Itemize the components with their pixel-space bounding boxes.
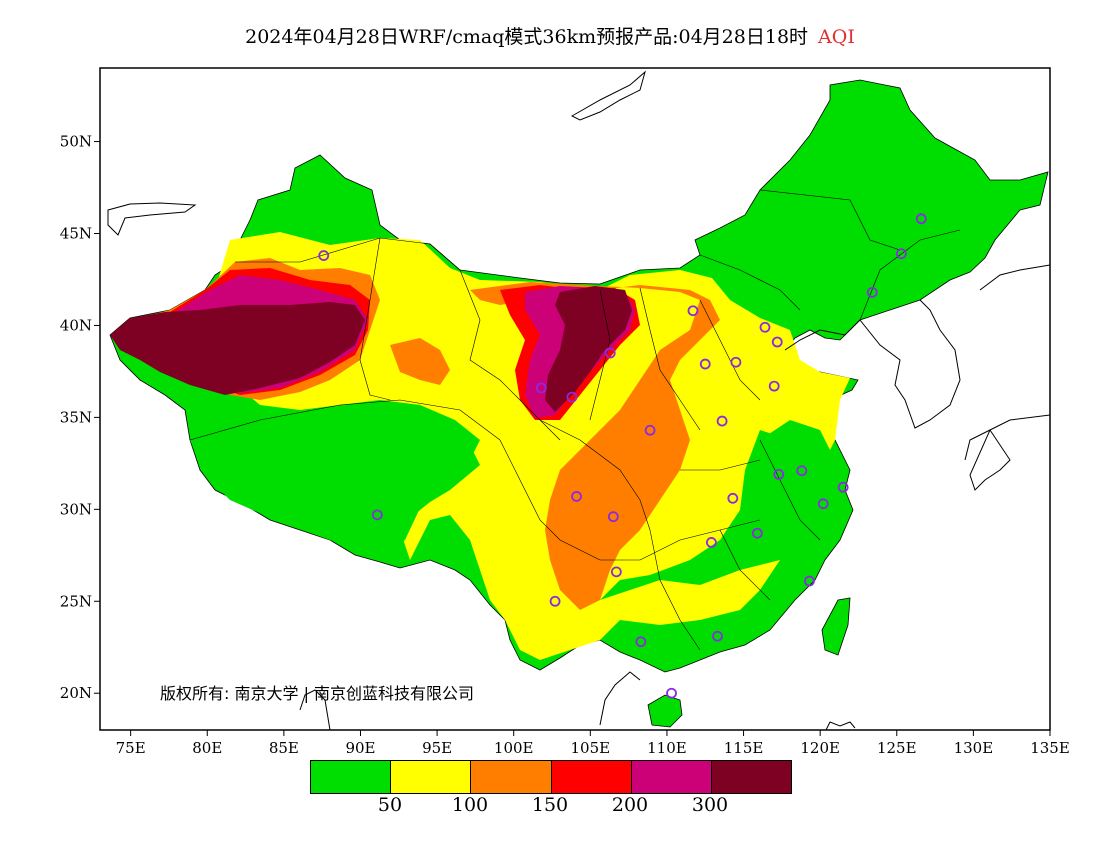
region-unhealthy-sensitive-qinghai <box>390 338 450 385</box>
station-marker <box>687 305 699 317</box>
legend-label: 200 <box>611 794 649 816</box>
station-marker <box>566 391 578 403</box>
legend-swatch <box>630 761 711 793</box>
legend-label: 150 <box>531 794 569 816</box>
lon-tick-label: 75E <box>116 739 146 757</box>
lon-tick-label: 105E <box>571 739 611 757</box>
station-marker <box>604 347 616 359</box>
lon-tick-label: 80E <box>192 739 222 757</box>
region-hazardous-alashan <box>545 286 632 412</box>
legend-swatch <box>710 761 792 793</box>
lat-tick-label: 20N <box>60 684 92 702</box>
station-marker <box>549 595 561 607</box>
station-marker <box>759 321 771 333</box>
legend-label: 100 <box>451 794 489 816</box>
station-marker <box>804 575 815 587</box>
station-marker <box>371 509 383 521</box>
station-marker <box>768 380 780 392</box>
station-markers <box>318 213 927 699</box>
legend-labels: 50 100 150 200 300 <box>310 794 790 818</box>
legend-label: 300 <box>691 794 729 816</box>
station-marker <box>716 415 728 427</box>
station-marker <box>837 481 849 493</box>
station-marker <box>773 468 785 480</box>
hainan-island <box>647 694 683 728</box>
lon-tick-label: 90E <box>345 739 375 757</box>
region-unhealthy-sensitive-central <box>470 282 720 610</box>
lon-tick-label: 85E <box>269 739 299 757</box>
station-marker <box>318 250 330 261</box>
longitude-axis: 75E 80E 85E 90E 95E 100E 105E 110E 115E 120E 125E 1… <box>116 730 1070 757</box>
station-marker <box>915 213 927 225</box>
lat-tick-label: 50N <box>60 133 92 151</box>
station-marker <box>607 511 619 523</box>
lat-tick-label: 45N <box>60 225 92 243</box>
lon-tick-label: 130E <box>954 739 994 757</box>
legend-swatch <box>470 761 551 793</box>
lon-tick-label: 110E <box>647 739 687 757</box>
station-marker <box>705 537 717 548</box>
map-frame <box>99 67 1051 731</box>
station-marker <box>751 527 763 539</box>
station-marker <box>535 382 547 394</box>
station-marker <box>571 491 582 502</box>
legend-label: 50 <box>377 794 403 816</box>
station-marker <box>796 465 808 477</box>
lat-tick-label: 30N <box>60 500 92 518</box>
lon-tick-label: 135E <box>1030 739 1070 757</box>
lat-tick-label: 40N <box>60 316 92 334</box>
lon-tick-label: 120E <box>800 739 840 757</box>
title-text: 2024年04月28日WRF/cmaq模式36km预报产品:04月28日18时 <box>245 26 809 48</box>
station-marker <box>817 498 829 510</box>
lon-tick-label: 95E <box>422 739 452 757</box>
station-marker <box>666 687 677 699</box>
latitude-axis: 50N 45N 40N 35N 30N 25N 20N <box>60 133 100 702</box>
region-hazardous-tarim <box>110 302 365 395</box>
map-title: 2024年04月28日WRF/cmaq模式36km预报产品:04月28日18时 A… <box>0 22 1100 49</box>
legend-swatch <box>550 761 631 793</box>
station-marker <box>730 356 742 368</box>
station-marker <box>727 492 739 504</box>
copyright-notice: 版权所有: 南京大学 | 南京创蓝科技有限公司 <box>160 684 475 703</box>
lon-tick-label: 100E <box>494 739 534 757</box>
station-marker <box>712 630 723 642</box>
legend-swatch <box>311 761 391 793</box>
region-good-patch-tibet <box>190 405 480 560</box>
station-marker <box>635 636 647 648</box>
station-marker <box>699 358 711 370</box>
lat-tick-label: 25N <box>60 592 92 610</box>
map-plot-area <box>100 68 1050 730</box>
lon-tick-label: 125E <box>877 739 917 757</box>
legend-swatch <box>390 761 471 793</box>
station-marker <box>771 336 783 348</box>
lon-tick-label: 115E <box>724 739 764 757</box>
station-marker <box>866 286 878 298</box>
station-marker <box>644 424 656 436</box>
taiwan-island <box>821 597 851 656</box>
station-marker <box>610 566 622 578</box>
lat-tick-label: 35N <box>60 408 92 426</box>
variable-label: AQI <box>818 26 855 48</box>
province-boundaries <box>189 189 961 651</box>
color-legend <box>310 760 792 794</box>
neighbor-coastlines <box>107 70 1050 730</box>
station-marker <box>895 248 907 260</box>
region-good-patch-east <box>760 420 835 480</box>
